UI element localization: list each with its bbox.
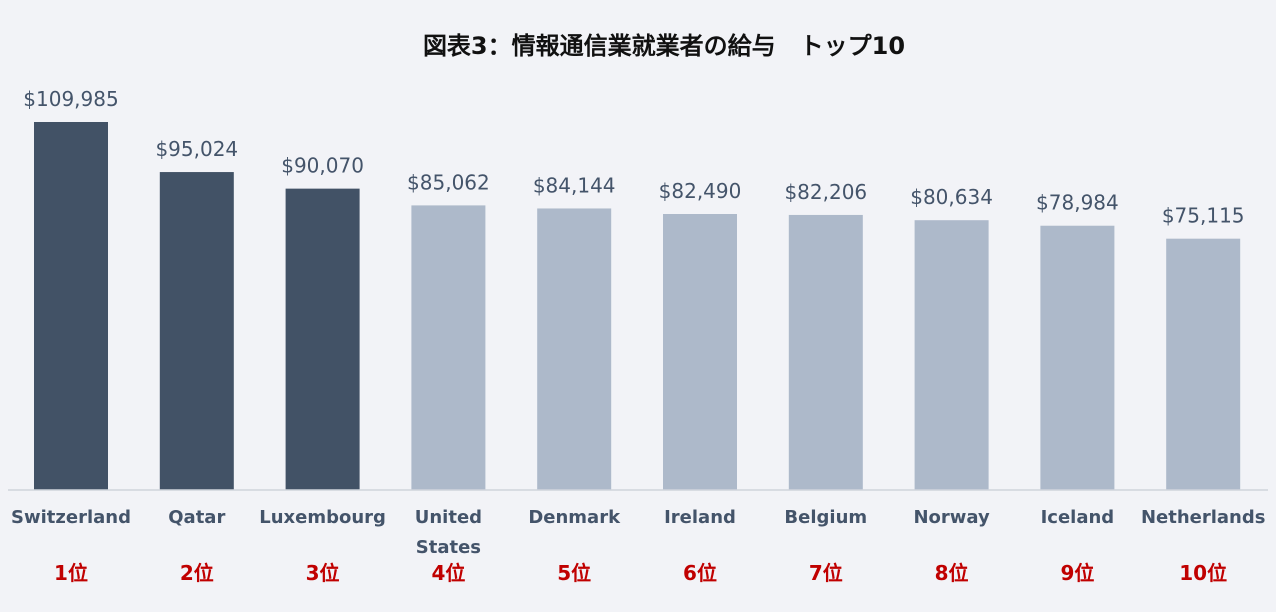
category-label-4: Denmark bbox=[528, 507, 621, 528]
value-label-2: $90,070 bbox=[281, 154, 364, 178]
bar-7 bbox=[914, 220, 989, 491]
rank-label-3: 4位 bbox=[431, 561, 465, 585]
category-label-1: Qatar bbox=[168, 507, 225, 528]
category-label-3: United States bbox=[415, 507, 482, 558]
value-label-4: $84,144 bbox=[533, 173, 616, 197]
value-label-5: $82,490 bbox=[659, 179, 742, 203]
bar-0 bbox=[34, 122, 108, 490]
bar-2 bbox=[285, 188, 360, 490]
rank-label-6: 7位 bbox=[809, 561, 843, 585]
value-label-8: $78,984 bbox=[1036, 191, 1119, 215]
value-label-1: $95,024 bbox=[155, 137, 238, 161]
rank-label-9: 10位 bbox=[1179, 561, 1227, 585]
chart-title: 図表3：情報通信業就業者の給与 トップ10 bbox=[423, 32, 905, 60]
category-label-9: Netherlands bbox=[1141, 507, 1266, 528]
rank-label-8: 9位 bbox=[1060, 561, 1094, 585]
category-label-6: Belgium bbox=[784, 507, 867, 528]
labels-group: $109,985 Switzerland 1位 $95,024 Qatar 2位 $90,0… bbox=[11, 87, 1265, 585]
value-label-6: $82,206 bbox=[784, 180, 867, 204]
bar-5 bbox=[663, 213, 737, 490]
rank-label-0: 1位 bbox=[54, 561, 88, 585]
bar-8 bbox=[1040, 225, 1115, 491]
rank-label-4: 5位 bbox=[557, 561, 591, 585]
bar-9 bbox=[1166, 238, 1241, 490]
bar-1 bbox=[159, 172, 234, 490]
category-label-2: Luxembourg bbox=[259, 507, 386, 528]
rank-label-2: 3位 bbox=[306, 561, 340, 585]
category-label-7: Norway bbox=[913, 507, 990, 528]
value-label-9: $75,115 bbox=[1162, 204, 1245, 228]
bar-4 bbox=[537, 208, 612, 491]
bar-3 bbox=[411, 205, 486, 490]
rank-label-5: 6位 bbox=[683, 561, 717, 585]
value-label-7: $80,634 bbox=[910, 185, 993, 209]
category-label-5: Ireland bbox=[664, 507, 736, 528]
bars-group bbox=[34, 122, 1241, 491]
category-label-0: Switzerland bbox=[11, 507, 131, 528]
category-label-8: Iceland bbox=[1041, 507, 1115, 528]
rank-label-1: 2位 bbox=[180, 561, 214, 585]
value-label-3: $85,062 bbox=[407, 170, 490, 194]
rank-label-7: 8位 bbox=[935, 561, 969, 585]
bar-6 bbox=[788, 214, 863, 491]
value-label-0: $109,985 bbox=[23, 87, 118, 111]
